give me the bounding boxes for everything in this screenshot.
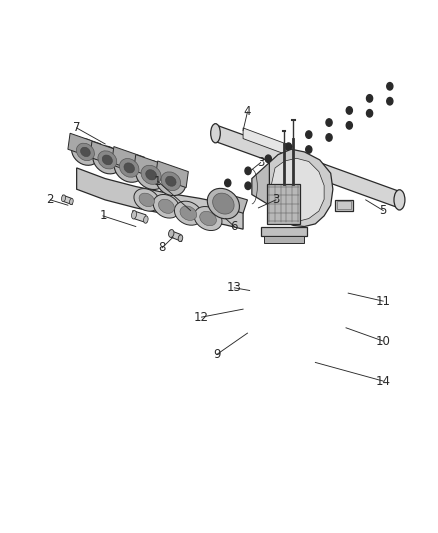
Ellipse shape [114, 154, 144, 182]
Circle shape [225, 179, 231, 187]
Text: 11: 11 [376, 295, 391, 308]
Ellipse shape [161, 172, 180, 191]
Circle shape [315, 165, 320, 171]
Text: 6: 6 [230, 220, 238, 233]
Ellipse shape [211, 124, 220, 143]
Polygon shape [155, 161, 188, 188]
Circle shape [245, 167, 251, 175]
Ellipse shape [71, 139, 99, 165]
Circle shape [367, 110, 373, 117]
Circle shape [326, 134, 332, 141]
Ellipse shape [120, 158, 139, 177]
Circle shape [265, 155, 271, 163]
Polygon shape [112, 147, 145, 173]
Ellipse shape [136, 160, 166, 190]
Circle shape [387, 83, 393, 90]
Ellipse shape [102, 155, 113, 165]
Polygon shape [68, 133, 101, 160]
Text: 2: 2 [46, 193, 54, 206]
Text: 7: 7 [73, 122, 81, 134]
Polygon shape [267, 184, 300, 224]
Ellipse shape [166, 176, 176, 186]
Circle shape [265, 170, 271, 177]
Text: 14: 14 [376, 375, 391, 387]
Circle shape [225, 194, 231, 201]
Polygon shape [133, 211, 147, 223]
Circle shape [286, 143, 292, 150]
Ellipse shape [98, 151, 117, 169]
Polygon shape [210, 190, 247, 213]
Ellipse shape [213, 193, 234, 214]
Circle shape [286, 158, 292, 165]
Ellipse shape [61, 195, 66, 201]
Polygon shape [261, 227, 307, 236]
Circle shape [306, 131, 312, 139]
Text: 1: 1 [99, 209, 107, 222]
Polygon shape [269, 149, 333, 227]
Circle shape [326, 119, 332, 126]
Circle shape [245, 182, 251, 190]
Polygon shape [243, 128, 293, 157]
Polygon shape [63, 195, 72, 205]
Ellipse shape [93, 146, 122, 174]
Ellipse shape [159, 199, 174, 213]
Text: 13: 13 [227, 281, 242, 294]
Ellipse shape [200, 211, 216, 226]
Circle shape [306, 146, 312, 154]
Text: 3: 3 [257, 156, 264, 169]
Polygon shape [264, 236, 304, 243]
Polygon shape [77, 168, 243, 229]
Ellipse shape [394, 190, 405, 210]
Ellipse shape [156, 167, 186, 196]
Ellipse shape [169, 230, 174, 237]
Ellipse shape [207, 188, 240, 219]
Circle shape [346, 107, 352, 114]
Ellipse shape [174, 201, 202, 225]
Polygon shape [90, 141, 123, 168]
Ellipse shape [146, 169, 156, 180]
Text: 10: 10 [376, 335, 391, 348]
Text: 3: 3 [272, 193, 279, 206]
Ellipse shape [134, 189, 159, 211]
Text: 1: 1 [154, 175, 162, 188]
Circle shape [300, 158, 308, 167]
Ellipse shape [81, 147, 90, 157]
Text: 8: 8 [159, 241, 166, 254]
Polygon shape [271, 158, 324, 222]
Text: 9: 9 [213, 348, 221, 361]
Ellipse shape [194, 206, 222, 231]
Circle shape [346, 122, 352, 129]
Polygon shape [215, 125, 401, 208]
Circle shape [302, 160, 307, 165]
Text: 12: 12 [194, 311, 209, 324]
Circle shape [314, 163, 321, 173]
Polygon shape [252, 163, 269, 205]
Ellipse shape [153, 195, 180, 218]
Circle shape [387, 98, 393, 105]
Ellipse shape [180, 206, 197, 221]
Ellipse shape [124, 163, 134, 173]
Ellipse shape [178, 235, 183, 241]
Ellipse shape [76, 143, 95, 160]
Text: 5: 5 [380, 204, 387, 217]
Circle shape [367, 95, 373, 102]
Ellipse shape [139, 193, 155, 207]
Polygon shape [170, 230, 182, 241]
Ellipse shape [131, 211, 137, 219]
Polygon shape [134, 155, 166, 181]
Ellipse shape [70, 198, 73, 205]
Polygon shape [335, 200, 353, 211]
Ellipse shape [144, 216, 148, 223]
Text: 4: 4 [244, 106, 251, 118]
Ellipse shape [141, 165, 161, 184]
